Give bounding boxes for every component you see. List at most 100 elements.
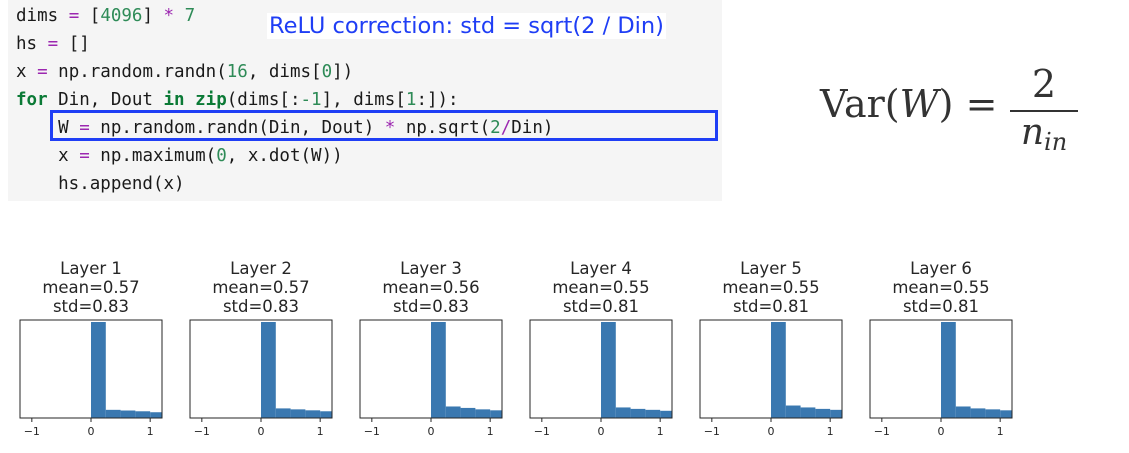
histogram-bar (135, 411, 151, 418)
code-line: hs = [] (16, 32, 90, 56)
histogram-bar (305, 410, 321, 418)
highlight-box (50, 110, 718, 141)
chart-mean-label: mean=0.57 (42, 278, 139, 297)
code-token: = (79, 146, 90, 166)
histogram-bar (120, 410, 136, 418)
code-token: [ (79, 6, 101, 26)
chart-mean-label: mean=0.56 (382, 278, 479, 297)
code-token: 7 (184, 6, 196, 26)
chart-title: Layer 3 (400, 259, 462, 278)
code-token: = (79, 118, 90, 138)
code-token: Din, Dout (47, 90, 164, 110)
code-token: np.random.randn(Din, Dout) (89, 118, 385, 138)
histogram-bar (771, 322, 786, 418)
code-line: x = np.random.randn(16, dims[0]) (16, 60, 353, 84)
code-token: , dims[ (247, 62, 322, 82)
formula-fraction: 2 nin (1008, 62, 1080, 162)
code-token: for (16, 90, 48, 110)
histogram-bar (955, 406, 971, 418)
chart-std-label: std=0.83 (223, 297, 299, 316)
x-tick-label: 1 (317, 425, 324, 438)
code-token: zip (195, 90, 227, 110)
code-token: 0 (216, 146, 227, 166)
x-tick-label: 1 (997, 425, 1004, 438)
histogram-bar (830, 409, 842, 418)
histogram-bar (490, 410, 502, 418)
code-token: 0 (321, 62, 333, 82)
x-tick-label: −1 (24, 425, 40, 438)
histogram-bar (970, 408, 986, 418)
code-token: :]): (416, 90, 459, 110)
formula-lhs: Var(W) = (820, 82, 998, 126)
code-token (185, 90, 196, 110)
histogram-bar (320, 411, 332, 418)
x-tick-label: 0 (598, 425, 605, 438)
chart-title: Layer 1 (60, 259, 122, 278)
code-token: * (163, 6, 175, 26)
chart-mean-label: mean=0.57 (212, 278, 309, 297)
code-token: 16 (226, 62, 248, 82)
histogram-bar (431, 322, 446, 418)
histogram-bar (630, 408, 646, 418)
code-token: W (16, 118, 80, 138)
histogram-bar (985, 409, 1001, 418)
x-tick-label: 0 (88, 425, 95, 438)
histogram-bar (460, 407, 476, 418)
code-token: 2 (490, 118, 501, 138)
code-token: [] (58, 34, 90, 54)
histogram-bar (601, 322, 616, 418)
formula-denominator-sub: in (1044, 128, 1068, 156)
code-token: dims (16, 6, 69, 26)
code-token: hs.append(x) (16, 174, 185, 194)
code-token: ] (142, 6, 164, 26)
histogram-bar (290, 409, 306, 418)
histogram-bar (150, 412, 162, 418)
chart-title: Layer 2 (230, 259, 292, 278)
formula-denominator: nin (1008, 112, 1080, 156)
code-line: W = np.random.randn(Din, Dout) * np.sqrt… (16, 116, 553, 140)
x-tick-label: −1 (704, 425, 720, 438)
chart-mean-label: mean=0.55 (552, 278, 649, 297)
x-tick-label: 1 (657, 425, 664, 438)
formula-var: Var (820, 82, 885, 126)
histogram-bar (660, 410, 672, 418)
x-tick-label: −1 (874, 425, 890, 438)
code-token: = (47, 34, 59, 54)
histogram-bar (785, 405, 801, 418)
histogram-bar (91, 322, 106, 418)
code-token: hs (16, 34, 48, 54)
x-tick-label: 0 (258, 425, 265, 438)
x-tick-label: 1 (487, 425, 494, 438)
code-token: x (16, 62, 38, 82)
chart-mean-label: mean=0.55 (892, 278, 989, 297)
chart-std-label: std=0.81 (903, 297, 979, 316)
code-token: = (37, 62, 48, 82)
chart-std-label: std=0.81 (733, 297, 809, 316)
histogram-bar (941, 322, 956, 418)
code-line: dims = [4096] * 7 (16, 4, 195, 28)
code-token: = (68, 6, 80, 26)
variance-formula: Var(W) = 2 nin (820, 62, 1080, 162)
code-token: * (384, 118, 396, 138)
code-line: x = np.maximum(0, x.dot(W)) (16, 144, 343, 168)
histogram-bar (1000, 410, 1012, 418)
formula-numerator: 2 (1031, 62, 1057, 106)
x-tick-label: −1 (534, 425, 550, 438)
code-token (174, 6, 185, 26)
code-token: np.sqrt( (395, 118, 491, 138)
chart-mean-label: mean=0.55 (722, 278, 819, 297)
x-tick-label: 1 (827, 425, 834, 438)
code-line: for Din, Dout in zip(dims[:-1], dims[1:]… (16, 88, 459, 112)
x-tick-label: −1 (364, 425, 380, 438)
code-token: 1 (405, 90, 417, 110)
fraction-bar (1010, 110, 1078, 112)
histogram-bar (105, 409, 121, 418)
layer-histograms: Layer 1 mean=0.57 std=0.83 −1 0 1 Layer 2 mean=… (0, 248, 1129, 453)
x-tick-label: 0 (938, 425, 945, 438)
histogram-bar (445, 406, 461, 418)
chart-std-label: std=0.83 (53, 297, 129, 316)
code-token: np.maximum( (89, 146, 217, 166)
chart-title: Layer 5 (740, 259, 802, 278)
histogram-bar (800, 407, 816, 418)
